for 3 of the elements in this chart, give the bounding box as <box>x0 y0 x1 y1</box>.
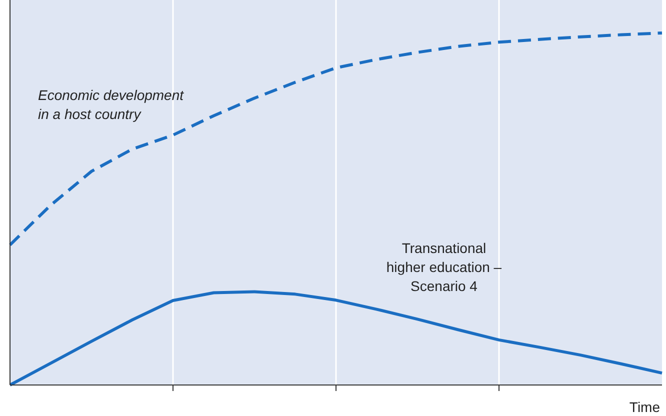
series-label: Transnational higher education – Scenario 4 <box>386 240 502 294</box>
x-axis-title: Time <box>629 399 660 415</box>
series-label: Economic development in a host country <box>38 87 185 122</box>
